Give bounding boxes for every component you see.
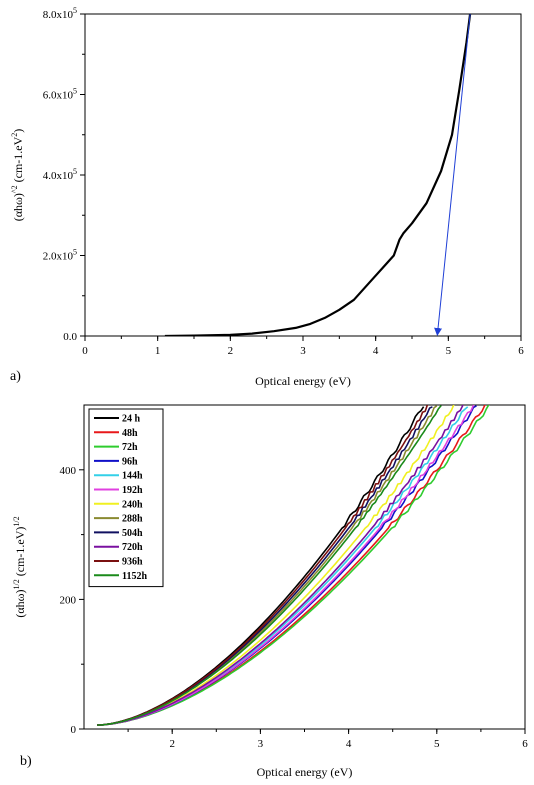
- legend-label: 96h: [122, 456, 138, 467]
- y-tick-mantissa: 8.0x10: [43, 9, 74, 21]
- plot-frame: [84, 13, 522, 337]
- x-tick-label: 5: [434, 738, 440, 750]
- y-tick-mantissa: 6.0x10: [43, 90, 74, 102]
- panel-label: a): [10, 369, 21, 384]
- x-tick-label: 3: [300, 345, 306, 357]
- y-title-close: ): [11, 129, 25, 133]
- legend-label: 504h: [122, 528, 143, 539]
- x-axis-title: Optical energy (eV): [255, 374, 351, 388]
- y-title-exp: 1/2: [12, 579, 21, 589]
- y-tick-exponent: 5: [73, 167, 77, 176]
- x-tick-label: 0: [82, 345, 88, 357]
- legend-label: 48h: [122, 428, 138, 439]
- y-tick-label: 4.0x105: [43, 167, 77, 182]
- y-tick-label: 400: [60, 465, 77, 477]
- y-tick-exponent: 5: [73, 6, 77, 15]
- tangent-arrow: [434, 13, 471, 336]
- x-tick-label: 6: [518, 345, 524, 357]
- x-tick-label: 1: [155, 345, 161, 357]
- data-line: [97, 405, 442, 726]
- y-tick-mantissa: 0.0: [63, 331, 77, 343]
- x-tick-label: 2: [169, 738, 175, 750]
- y-title-exp: ^2: [10, 185, 19, 193]
- y-title-units: (cm-1.eV): [13, 527, 27, 580]
- y-title-base: (αhω): [13, 589, 27, 617]
- y-tick-label: 6.0x105: [43, 87, 77, 102]
- y-title-units-exp: 2: [10, 133, 19, 137]
- y-tick-exponent: 5: [73, 87, 77, 96]
- y-title-units: (cm-1.eV: [11, 136, 25, 185]
- y-tick-label: 2.0x105: [43, 248, 77, 263]
- y-tick-label: 8.0x105: [43, 6, 77, 21]
- plot-area: [97, 405, 490, 726]
- y-tick-label: 200: [60, 594, 77, 606]
- legend-label: 192h: [122, 485, 143, 496]
- legend-label: 240h: [122, 499, 143, 510]
- y-title-base: (αhω): [11, 193, 25, 221]
- data-line: [97, 405, 464, 726]
- x-tick-label: 2: [228, 345, 234, 357]
- data-line: [164, 14, 472, 336]
- y-tick-mantissa: 4.0x10: [43, 170, 74, 182]
- chart-panel-a: 0 1 2 3 4 5 60.02.0x1054.0x1056.0x1058.0x105Op…: [10, 6, 524, 388]
- y-axis-title: (αhω)1/2 (cm-1.eV)1/2: [12, 516, 27, 617]
- legend-label: 24 h: [122, 414, 141, 425]
- legend-label: 288h: [122, 514, 143, 525]
- x-tick-label: 5: [446, 345, 452, 357]
- y-tick-label: 0: [71, 724, 77, 736]
- data-line: [97, 405, 490, 726]
- x-tick-label: 4: [346, 738, 352, 750]
- y-tick-label: 0.0: [63, 331, 77, 343]
- y-title-units-exp: 1/2: [12, 516, 21, 526]
- y-tick-mantissa: 400: [60, 465, 77, 477]
- y-tick-exponent: 5: [73, 248, 77, 257]
- chart-panel-b: 2 3 4 5 6 0 200 400 Optical energy (eV) (αhω)1/2 …: [12, 404, 528, 779]
- legend-label: 720h: [122, 542, 143, 553]
- y-tick-mantissa: 0: [71, 724, 77, 736]
- x-tick-label: 3: [258, 738, 264, 750]
- y-tick-mantissa: 2.0x10: [43, 251, 74, 263]
- panel-label: b): [20, 754, 32, 769]
- legend-label: 72h: [122, 442, 138, 453]
- y-tick-mantissa: 200: [60, 594, 77, 606]
- legend-label: 936h: [122, 557, 143, 568]
- legend-label: 1152h: [122, 571, 147, 582]
- legend-box: [88, 408, 164, 588]
- data-line: [97, 405, 429, 726]
- legend-label: 144h: [122, 471, 143, 482]
- legend: 24 h 48h 72h 96h 144h 192h 240h 288h 504h 720h 936…: [88, 408, 164, 588]
- x-tick-label: 4: [373, 345, 379, 357]
- x-tick-label: 6: [522, 738, 528, 750]
- plot-area: [164, 14, 472, 336]
- x-axis-title: Optical energy (eV): [257, 765, 353, 779]
- y-axis-title: (αhω)^2 (cm-1.eV2): [10, 129, 25, 222]
